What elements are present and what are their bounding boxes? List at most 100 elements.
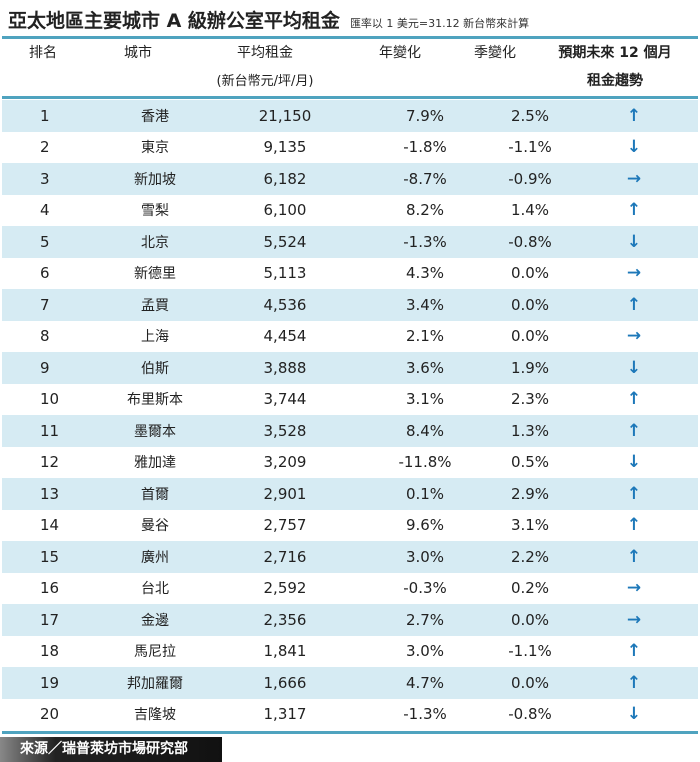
trend-down-arrow-icon: ↓ <box>626 137 642 158</box>
table-row: 3 新加坡 6,182 -8.7% -0.9% → <box>2 163 698 195</box>
rank-cell: 20 <box>40 705 60 724</box>
rent-cell: 6,100 <box>263 201 307 220</box>
rank-cell: 18 <box>40 642 60 661</box>
rank-cell: 7 <box>2 289 100 321</box>
trend-cell: → <box>570 321 698 353</box>
trend-cell: ↑ <box>570 636 698 668</box>
trend-cell: → <box>570 573 698 605</box>
table-row: 15 廣州 2,716 3.0% 2.2% ↑ <box>2 541 698 573</box>
trend-cell: ↑ <box>570 667 698 699</box>
trend-right-arrow-icon: → <box>626 168 642 189</box>
rank-cell: 17 <box>2 604 100 636</box>
qoq-cell: 2.5% <box>490 100 570 132</box>
trend-up-arrow-icon: ↑ <box>626 294 642 315</box>
rent-cell: 5,113 <box>263 264 307 283</box>
city-cell: 孟買 <box>100 289 210 321</box>
exchange-note: 匯率以 1 美元=31.12 新台幣來計算 <box>349 17 530 30</box>
trend-cell: ↑ <box>570 541 698 573</box>
rank-cell: 19 <box>2 667 100 699</box>
trend-cell: → <box>570 163 698 195</box>
city-cell: 香港 <box>100 100 210 132</box>
table-row: 20 吉隆坡 1,317 -1.3% -0.8% ↓ <box>2 699 698 731</box>
trend-up-arrow-icon: ↑ <box>626 641 642 662</box>
trend-right-arrow-icon: → <box>626 326 642 347</box>
rank-cell: 6 <box>40 264 50 283</box>
table-row: 8 上海 4,454 2.1% 0.0% → <box>2 321 698 353</box>
rank-cell: 15 <box>2 541 100 573</box>
table-row: 1 香港 21,150 7.9% 2.5% ↑ <box>2 100 698 132</box>
city-cell: 雪梨 <box>141 203 169 220</box>
trend-cell: ↓ <box>570 699 698 731</box>
table-row: 19 邦加羅爾 1,666 4.7% 0.0% ↑ <box>2 667 698 699</box>
table-row: 16 台北 2,592 -0.3% 0.2% → <box>2 573 698 605</box>
rent-cell: 3,209 <box>263 453 307 472</box>
top-rule <box>2 36 698 39</box>
trend-up-arrow-icon: ↑ <box>626 389 642 410</box>
trend-right-arrow-icon: → <box>626 609 642 630</box>
table-row: 17 金邊 2,356 2.7% 0.0% → <box>2 604 698 636</box>
qoq-cell: 3.1% <box>510 516 550 535</box>
rent-cell: 3,528 <box>210 415 360 447</box>
rank-cell: 1 <box>2 100 100 132</box>
table-row: 9 伯斯 3,888 3.6% 1.9% ↓ <box>2 352 698 384</box>
rank-cell: 3 <box>2 163 100 195</box>
header-yoy: 年變化 <box>379 45 421 61</box>
trend-right-arrow-icon: → <box>626 578 642 599</box>
page-title: 亞太地區主要城市 A 級辦公室平均租金 匯率以 1 美元=31.12 新台幣來計算 <box>8 6 529 33</box>
table-row: 18 馬尼拉 1,841 3.0% -1.1% ↑ <box>2 636 698 668</box>
qoq-cell: 2.2% <box>490 541 570 573</box>
qoq-cell: -1.1% <box>508 138 552 157</box>
rank-cell: 14 <box>40 516 60 535</box>
trend-cell: ↑ <box>570 195 698 227</box>
rent-cell: 3,888 <box>210 352 360 384</box>
rent-cell: 3,744 <box>263 390 307 409</box>
rank-cell: 10 <box>40 390 60 409</box>
table-row: 6 新德里 5,113 4.3% 0.0% → <box>2 258 698 290</box>
qoq-cell: 2.3% <box>510 390 550 409</box>
city-cell: 上海 <box>141 329 169 346</box>
trend-cell: ↓ <box>570 352 698 384</box>
trend-up-arrow-icon: ↑ <box>626 200 642 221</box>
city-cell: 雅加達 <box>134 455 176 472</box>
qoq-cell: 0.0% <box>490 289 570 321</box>
table-row: 4 雪梨 6,100 8.2% 1.4% ↑ <box>2 195 698 227</box>
city-cell: 新加坡 <box>100 163 210 195</box>
rank-cell: 5 <box>2 226 100 258</box>
table-row: 13 首爾 2,901 0.1% 2.9% ↑ <box>2 478 698 510</box>
trend-up-arrow-icon: ↑ <box>626 672 642 693</box>
yoy-cell: 3.6% <box>360 352 490 384</box>
yoy-cell: 4.7% <box>360 667 490 699</box>
qoq-cell: 1.4% <box>510 201 550 220</box>
city-cell: 廣州 <box>100 541 210 573</box>
qoq-cell: 0.2% <box>510 579 550 598</box>
qoq-cell: -0.8% <box>508 705 552 724</box>
yoy-cell: -1.3% <box>360 226 490 258</box>
rent-cell: 6,182 <box>210 163 360 195</box>
table-header: 排名 城市 平均租金 (新台幣元/坪/月) 年變化 季變化 預期未來 12 個月… <box>0 40 700 96</box>
yoy-cell: 3.0% <box>360 541 490 573</box>
rank-cell: 2 <box>40 138 50 157</box>
header-qoq: 季變化 <box>474 45 516 61</box>
table-row: 11 墨爾本 3,528 8.4% 1.3% ↑ <box>2 415 698 447</box>
title-text: 亞太地區主要城市 A 級辦公室平均租金 <box>8 10 340 32</box>
header-rent: 平均租金 <box>237 45 293 61</box>
city-cell: 新德里 <box>134 266 176 283</box>
header-trend-2: 租金趨勢 <box>587 73 643 89</box>
yoy-cell: 8.4% <box>360 415 490 447</box>
qoq-cell: 0.0% <box>490 667 570 699</box>
rent-cell: 2,757 <box>263 516 307 535</box>
trend-up-arrow-icon: ↑ <box>626 515 642 536</box>
qoq-cell: 0.0% <box>510 327 550 346</box>
yoy-cell: 2.1% <box>405 327 445 346</box>
yoy-cell: 3.1% <box>405 390 445 409</box>
qoq-cell: -0.9% <box>490 163 570 195</box>
table-row: 10 布里斯本 3,744 3.1% 2.3% ↑ <box>2 384 698 416</box>
header-rent-unit: (新台幣元/坪/月) <box>216 74 314 89</box>
qoq-cell: -1.1% <box>508 642 552 661</box>
rent-cell: 5,524 <box>210 226 360 258</box>
trend-up-arrow-icon: ↑ <box>626 105 642 126</box>
rent-cell: 2,716 <box>210 541 360 573</box>
city-cell: 北京 <box>100 226 210 258</box>
city-cell: 馬尼拉 <box>134 644 176 661</box>
yoy-cell: 8.2% <box>405 201 445 220</box>
